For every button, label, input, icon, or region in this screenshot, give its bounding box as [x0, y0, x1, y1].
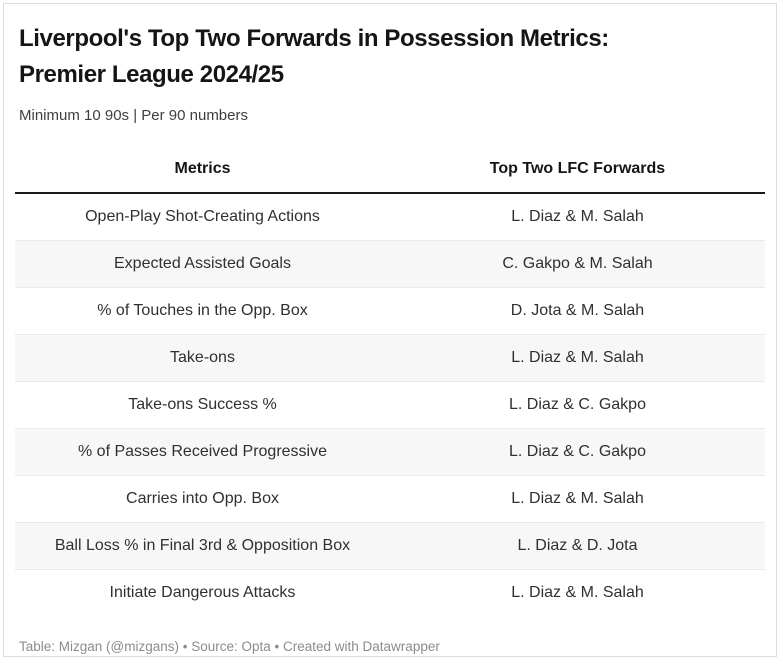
metric-cell: % of Touches in the Opp. Box [15, 287, 390, 335]
metric-cell: Carries into Opp. Box [15, 475, 390, 523]
chart-title-line-1: Liverpool's Top Two Forwards in Possessi… [19, 25, 609, 52]
table-row: Initiate Dangerous Attacks L. Diaz & M. S… [15, 569, 765, 616]
metric-cell: Ball Loss % in Final 3rd & Opposition Bo… [15, 522, 390, 570]
table-row: % of Passes Received Progressive L. Diaz … [15, 428, 765, 476]
metric-cell: Take-ons Success % [15, 381, 390, 429]
forwards-cell: L. Diaz & M. Salah [511, 208, 644, 225]
metric-cell: Initiate Dangerous Attacks [15, 569, 390, 616]
forwards-cell: D. Jota & M. Salah [390, 287, 765, 335]
table-row: Ball Loss % in Final 3rd & Opposition Bo… [15, 522, 765, 570]
forwards-cell: C. Gakpo & M. Salah [390, 240, 765, 288]
metric-cell: % of Passes Received Progressive [15, 428, 390, 476]
table-row: Take-ons L. Diaz & M. Salah [15, 334, 765, 382]
table-row: Take-ons Success % L. Diaz & C. Gakpo [15, 381, 765, 429]
forwards-cell: L. Diaz & M. Salah [390, 334, 765, 382]
forwards-cell: L. Diaz & C. Gakpo [390, 428, 765, 476]
attribution-footer: Table: Mizgan (@mizgans) • Source: Opta … [19, 639, 440, 654]
forwards-cell: L. Diaz & M. Salah [390, 475, 765, 523]
forwards-cell: L. Diaz & C. Gakpo [390, 381, 765, 429]
datawrapper-table-card: Liverpool's Top Two Forwards in Possessi… [3, 3, 777, 657]
forwards-cell: L. Diaz & M. Salah [390, 569, 765, 616]
column-header-metrics: Metrics [15, 148, 390, 194]
metrics-table: Metrics Top Two LFC Forwards Open-Play S… [15, 148, 765, 616]
table-row: Expected Assisted Goals C. Gakpo & M. Sal… [15, 240, 765, 288]
table-row: % of Touches in the Opp. Box D. Jota & M.… [15, 287, 765, 335]
table-header-row: Metrics Top Two LFC Forwards [15, 148, 765, 194]
table-row: Carries into Opp. Box L. Diaz & M. Salah [15, 475, 765, 523]
table-row: Open-Play Shot-Creating Actions L. Diaz &… [15, 193, 765, 241]
column-header-top-two-lfc-forwards: Top Two LFC Forwards [390, 148, 765, 194]
table-body: Open-Play Shot-Creating Actions L. Diaz &… [15, 193, 765, 616]
chart-title: Liverpool's Top Two Forwards in Possessi… [19, 21, 761, 93]
metric-cell: Open-Play Shot-Creating Actions [85, 208, 320, 225]
metric-cell: Take-ons [15, 334, 390, 382]
chart-subtitle: Minimum 10 90s | Per 90 numbers [19, 107, 248, 124]
forwards-cell: L. Diaz & D. Jota [390, 522, 765, 570]
metric-cell: Expected Assisted Goals [15, 240, 390, 288]
chart-title-line-2: Premier League 2024/25 [19, 61, 284, 88]
